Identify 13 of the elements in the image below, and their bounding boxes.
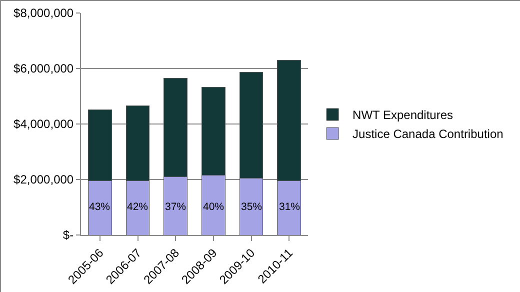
annotation: 42% — [127, 201, 148, 213]
annotation: 35% — [241, 201, 262, 213]
legend-label: NWT Expenditures — [352, 108, 454, 122]
legend-label: Justice Canada Contribution — [352, 127, 504, 142]
y-tick-label: $8,000,000 — [14, 6, 74, 20]
annotation: 31% — [279, 201, 300, 213]
y-tick-label: $2,000,000 — [14, 172, 74, 187]
y-tick-label: $4,000,000 — [14, 117, 74, 132]
annotation: 37% — [165, 201, 186, 213]
annotation: 40% — [203, 201, 224, 213]
y-tick-label: $- — [62, 228, 74, 242]
annotation: 43% — [89, 201, 110, 213]
y-tick-label: $6,000,000 — [14, 62, 74, 76]
